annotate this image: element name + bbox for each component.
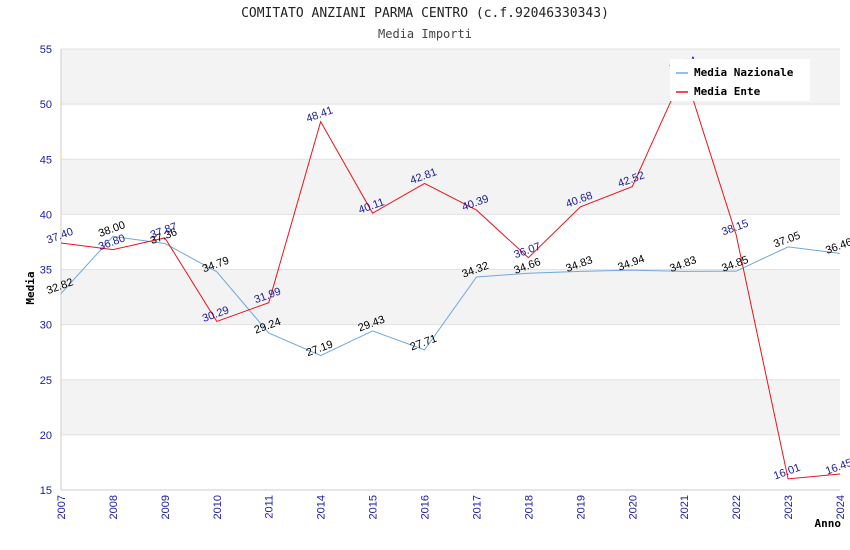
y-tick-label: 40 — [40, 209, 52, 221]
y-axis-title: Media — [24, 271, 37, 304]
plot-band — [61, 324, 840, 380]
plot-band — [61, 434, 840, 490]
x-tick-label: 2022 — [731, 495, 743, 519]
plot-band — [61, 214, 840, 270]
x-tick-label: 2008 — [108, 495, 120, 519]
x-tick-label: 2011 — [264, 495, 276, 519]
x-tick-label: 2017 — [471, 495, 483, 519]
x-tick-label: 2023 — [783, 495, 795, 519]
y-tick-label: 45 — [40, 154, 52, 166]
legend-label: Media Ente — [694, 85, 761, 98]
x-tick-label: 2009 — [160, 495, 172, 519]
plot-band — [61, 269, 840, 325]
y-tick-label: 30 — [40, 320, 52, 332]
x-tick-label: 2014 — [316, 495, 328, 519]
y-tick-label: 35 — [40, 265, 52, 277]
series-lines — [60, 70, 841, 480]
plot-bands — [61, 49, 840, 490]
plot-band — [61, 104, 840, 160]
x-tick-label: 2007 — [56, 495, 68, 519]
chart-title: COMITATO ANZIANI PARMA CENTRO (c.f.92046… — [241, 6, 609, 21]
legend-box — [670, 59, 810, 101]
x-tick-label: 2015 — [368, 495, 380, 519]
y-tick-label: 55 — [40, 44, 52, 56]
y-tick-label: 25 — [40, 375, 52, 387]
x-axis-title: Anno — [815, 517, 842, 530]
x-tick-label: 2018 — [523, 495, 535, 519]
chart-subtitle: Media Importi — [378, 27, 472, 41]
x-tick-label: 2024 — [835, 495, 847, 519]
y-tick-label: 15 — [40, 485, 52, 497]
y-tick-label: 20 — [40, 430, 52, 442]
plot-band — [61, 159, 840, 215]
series-line-media-nazionale — [60, 235, 841, 357]
x-tick-label: 2010 — [212, 495, 224, 519]
plot-band — [61, 379, 840, 435]
legend-label: Media Nazionale — [694, 66, 794, 79]
x-tick-label: 2021 — [679, 495, 691, 519]
x-tick-label: 2016 — [420, 495, 432, 519]
legend: Media Nazionale Media Ente — [670, 59, 810, 101]
y-tick-label: 50 — [40, 99, 52, 111]
x-tick-label: 2019 — [575, 495, 587, 519]
tick-labels: 15 20 25 30 35 40 45 50 55 2007 2008 2009 2010 2011 20… — [40, 44, 847, 519]
series-line-media-ente — [60, 70, 841, 480]
axes — [60, 48, 840, 491]
x-tick-label: 2020 — [627, 495, 639, 519]
